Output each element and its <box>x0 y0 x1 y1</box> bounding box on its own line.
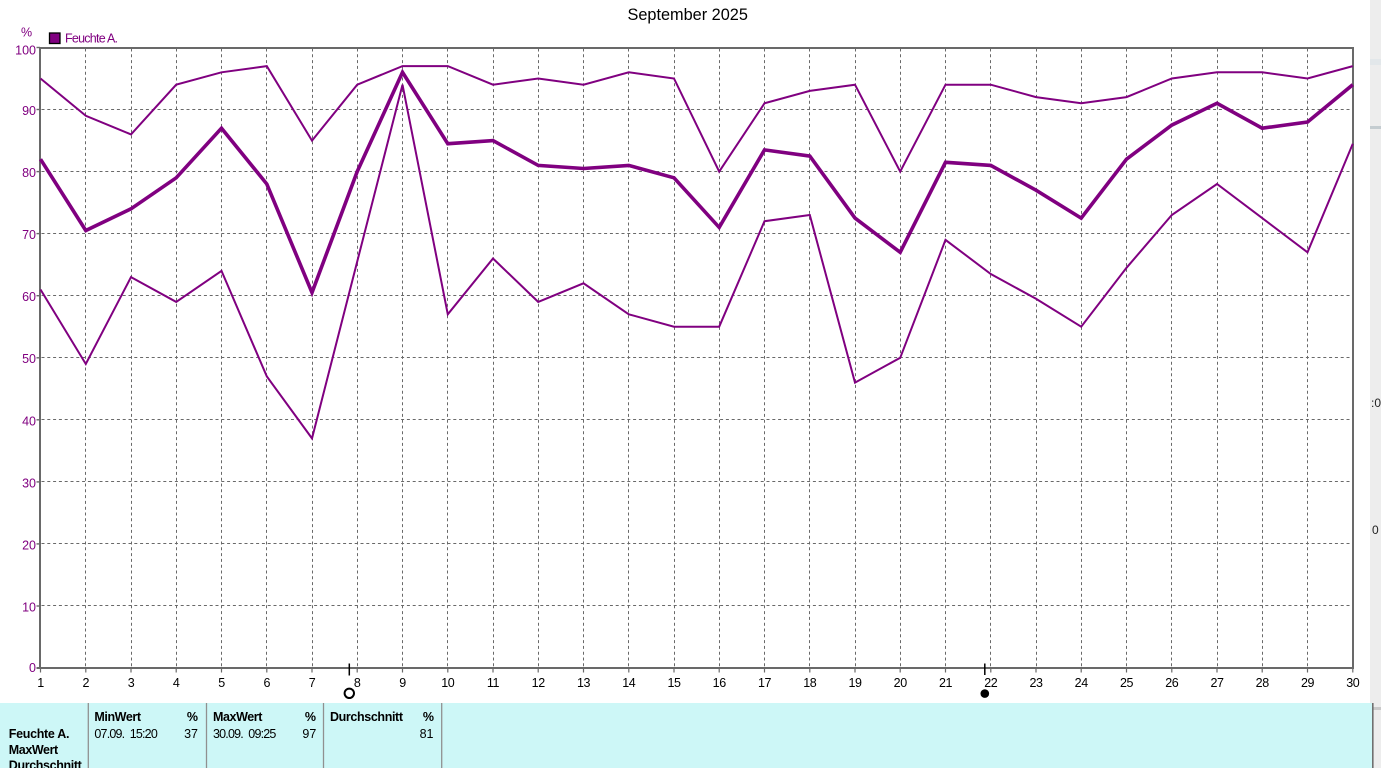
svg-text:Durchschnitt: Durchschnitt <box>9 759 83 768</box>
svg-text:%: % <box>187 710 198 724</box>
svg-text:27: 27 <box>1210 676 1224 690</box>
svg-text:0: 0 <box>29 661 36 675</box>
svg-text:90: 90 <box>22 104 36 118</box>
svg-text:Durchschnitt: Durchschnitt <box>330 710 404 724</box>
svg-text:%: % <box>305 710 316 724</box>
svg-text:Feuchte A.: Feuchte A. <box>65 32 118 46</box>
svg-text:10: 10 <box>441 676 455 690</box>
svg-text:40: 40 <box>22 414 36 428</box>
svg-text:MinWert: MinWert <box>94 710 141 724</box>
svg-text:60: 60 <box>22 290 36 304</box>
svg-text:19: 19 <box>848 676 862 690</box>
svg-text:37: 37 <box>184 727 198 741</box>
svg-text:17: 17 <box>758 676 772 690</box>
svg-text:%: % <box>21 26 32 40</box>
svg-text:20: 20 <box>22 538 36 552</box>
svg-text:5: 5 <box>218 676 225 690</box>
svg-text:8: 8 <box>354 676 361 690</box>
svg-text:100: 100 <box>15 43 36 57</box>
svg-text:3: 3 <box>128 676 135 690</box>
svg-text:97: 97 <box>302 727 316 741</box>
svg-text:15: 15 <box>667 676 681 690</box>
svg-text:10: 10 <box>22 601 36 615</box>
svg-text:MaxWert: MaxWert <box>9 743 59 757</box>
svg-text:21: 21 <box>939 676 953 690</box>
svg-text:29: 29 <box>1301 676 1315 690</box>
svg-text:24: 24 <box>1075 676 1089 690</box>
svg-text:7: 7 <box>309 676 316 690</box>
svg-text:Feuchte A.: Feuchte A. <box>9 727 69 741</box>
svg-text:30: 30 <box>22 476 36 490</box>
svg-text:6: 6 <box>264 676 271 690</box>
svg-text:81: 81 <box>420 727 434 741</box>
svg-text:MaxWert: MaxWert <box>213 710 263 724</box>
svg-text:September 2025: September 2025 <box>628 6 748 24</box>
svg-text:11: 11 <box>487 676 500 690</box>
svg-text:0: 0 <box>1372 523 1379 537</box>
svg-text:%: % <box>423 710 434 724</box>
svg-text:25: 25 <box>1120 676 1134 690</box>
svg-text:22: 22 <box>984 676 998 690</box>
svg-text:70: 70 <box>22 228 36 242</box>
svg-text:18: 18 <box>803 676 817 690</box>
svg-text:12: 12 <box>532 676 546 690</box>
svg-text:20: 20 <box>894 676 908 690</box>
svg-text:80: 80 <box>22 166 36 180</box>
svg-text:07.09. 15:20: 07.09. 15:20 <box>94 727 157 741</box>
svg-text:28: 28 <box>1256 676 1270 690</box>
svg-text:23: 23 <box>1029 676 1043 690</box>
svg-text:4: 4 <box>173 676 180 690</box>
svg-text:1: 1 <box>37 676 44 690</box>
svg-text:13: 13 <box>577 676 591 690</box>
svg-text:30: 30 <box>1346 676 1360 690</box>
svg-text:26: 26 <box>1165 676 1179 690</box>
svg-text:30.09. 09:25: 30.09. 09:25 <box>213 727 276 741</box>
svg-text:16: 16 <box>713 676 727 690</box>
svg-text::0: :0 <box>1371 396 1381 410</box>
svg-text:2: 2 <box>83 676 90 690</box>
svg-text:50: 50 <box>22 352 36 366</box>
svg-text:9: 9 <box>399 676 406 690</box>
svg-text:14: 14 <box>622 676 636 690</box>
